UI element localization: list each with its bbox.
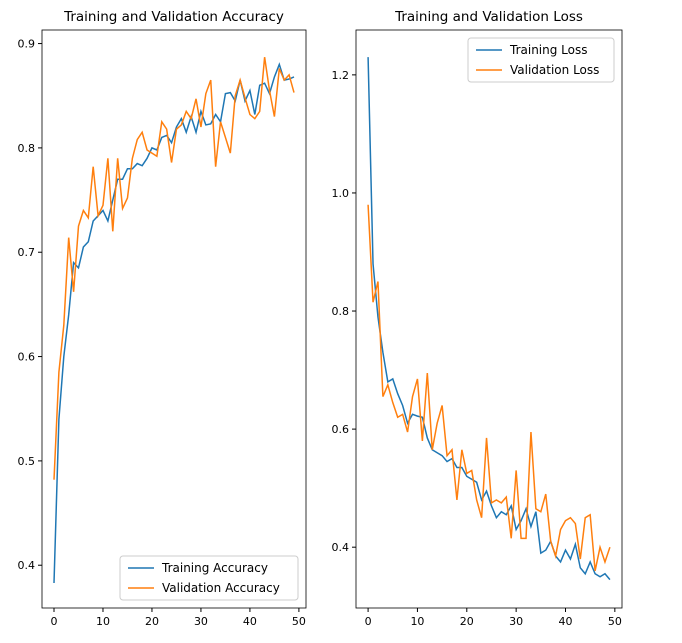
series-line (367, 57, 611, 581)
legend-box (119, 555, 299, 601)
legend-label: Training Loss (509, 43, 587, 57)
y-tick-label: 0.8 (332, 305, 350, 318)
chart-title: Training and Validation Loss (394, 9, 583, 25)
series-line (53, 57, 295, 480)
x-tick-label: 20 (460, 615, 474, 628)
x-tick-label: 40 (558, 615, 572, 628)
axes-frame (355, 29, 623, 609)
legend-label: Training Accuracy (161, 561, 268, 575)
chart-title: Training and Validation Accuracy (63, 9, 284, 25)
x-tick-label: 10 (96, 615, 110, 628)
series-line (367, 204, 611, 571)
x-tick-label: 30 (194, 615, 208, 628)
legend-box (467, 37, 615, 83)
x-tick-label: 10 (410, 615, 424, 628)
x-tick-label: 0 (365, 615, 372, 628)
y-tick-label: 0.6 (18, 351, 36, 364)
x-tick-label: 0 (51, 615, 58, 628)
y-tick-label: 0.4 (332, 541, 350, 554)
x-tick-label: 50 (292, 615, 306, 628)
y-tick-label: 0.4 (18, 559, 36, 572)
legend-label: Validation Accuracy (162, 581, 280, 595)
y-tick-label: 0.6 (332, 423, 350, 436)
y-tick-label: 1.2 (332, 69, 350, 82)
x-tick-label: 30 (509, 615, 523, 628)
x-tick-label: 50 (608, 615, 622, 628)
series-line (53, 62, 295, 583)
x-tick-label: 20 (145, 615, 159, 628)
legend-label: Validation Loss (510, 63, 599, 77)
y-tick-label: 0.5 (18, 455, 36, 468)
x-tick-label: 40 (243, 615, 257, 628)
axes-frame (41, 29, 307, 609)
y-tick-label: 0.7 (18, 246, 36, 259)
y-tick-label: 0.9 (18, 38, 36, 51)
y-tick-label: 0.8 (18, 142, 36, 155)
y-tick-label: 1.0 (332, 187, 350, 200)
